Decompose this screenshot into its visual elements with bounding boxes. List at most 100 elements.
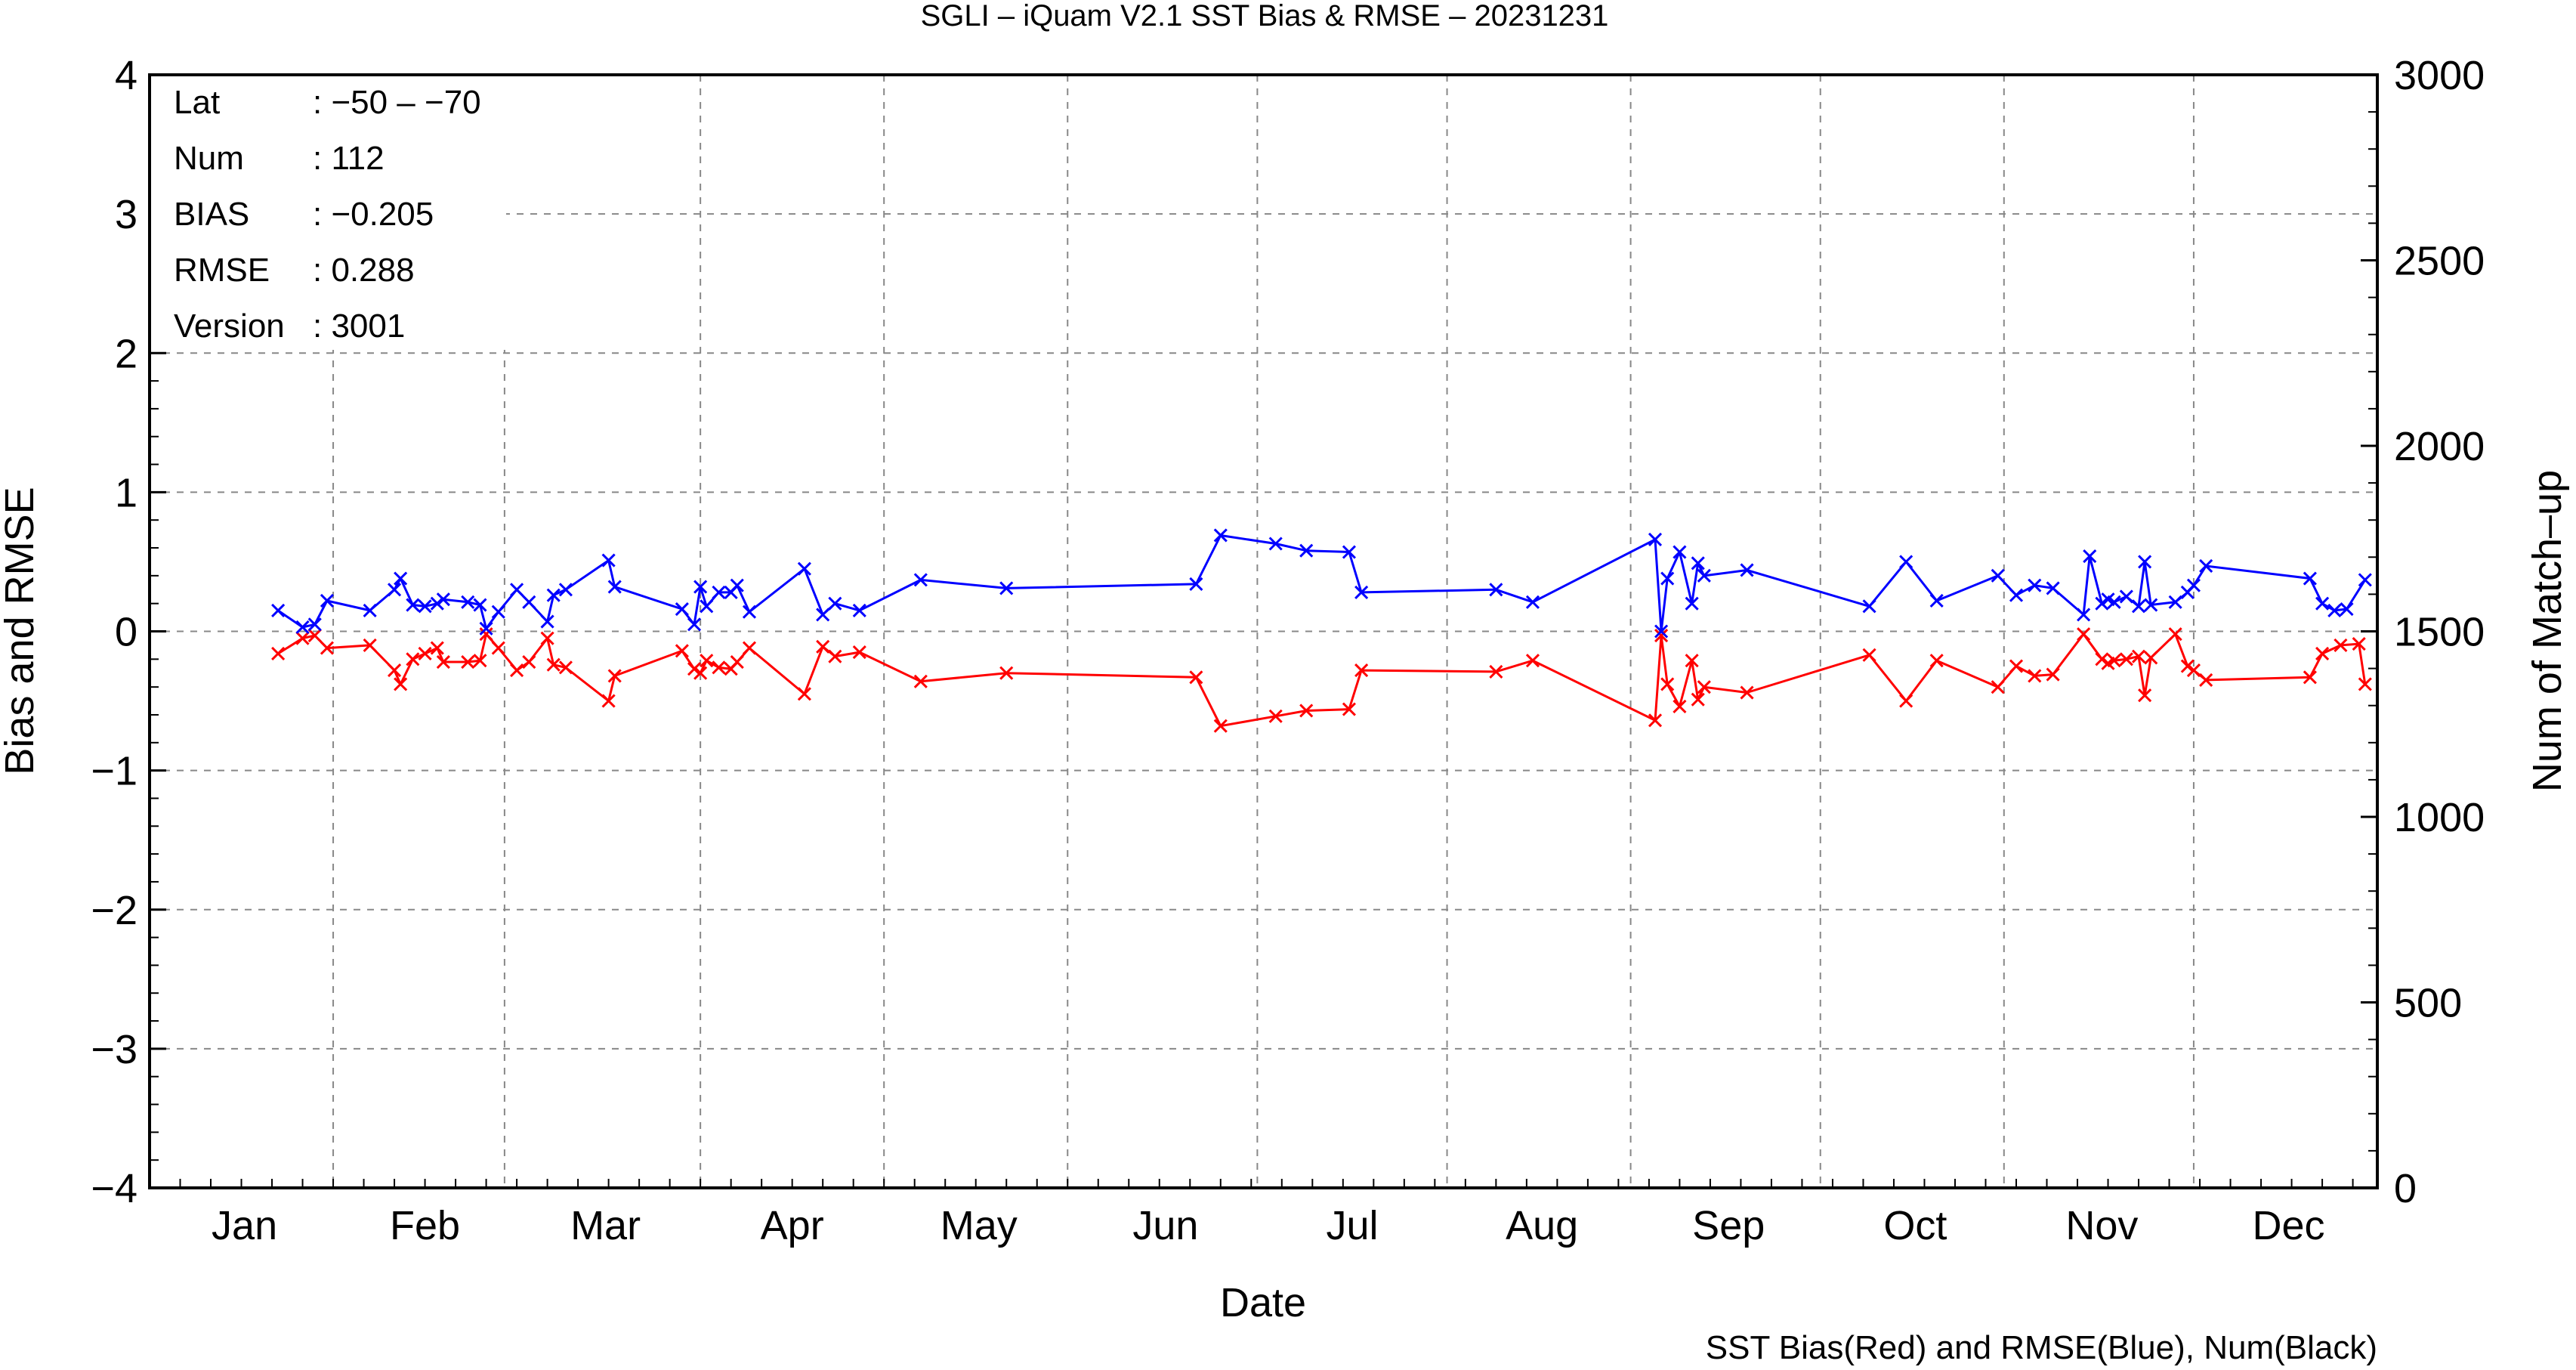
bias-point-stroke — [999, 666, 1014, 680]
rmse-data-point — [607, 580, 622, 594]
rmse-point-stroke — [1489, 583, 1503, 597]
rmse-point-stroke — [852, 603, 866, 617]
rmse-point-stroke — [1354, 585, 1369, 600]
rmse-data-point — [2107, 595, 2121, 609]
bias-data-point — [607, 669, 622, 683]
bias-data-point — [999, 666, 1014, 680]
x-tick-label: Jun — [1132, 1203, 1198, 1248]
bias-point-stroke — [797, 687, 811, 701]
bias-data-point — [1299, 704, 1314, 718]
rmse-point-stroke — [828, 596, 842, 611]
bias-data-point — [693, 666, 708, 680]
rmse-data-point — [406, 598, 420, 612]
bias-data-point — [307, 628, 322, 643]
rmse-point-stroke — [1862, 599, 1876, 614]
bias-point-stroke — [693, 666, 708, 680]
y-tick-label: −3 — [91, 1027, 137, 1072]
bias-data-point — [1685, 654, 1699, 668]
rmse-point-stroke — [2101, 592, 2115, 607]
stats-value: : 112 — [313, 140, 385, 177]
bias-point-stroke — [2303, 670, 2317, 685]
rmse-point-stroke — [2327, 603, 2342, 617]
rmse-point-stroke — [394, 571, 408, 586]
bias-point-stroke — [2352, 637, 2366, 651]
rmse-point-stroke — [1648, 532, 1663, 547]
bias-data-point — [430, 641, 444, 655]
rmse-point-stroke — [797, 561, 811, 576]
bias-data-point — [1354, 663, 1369, 678]
y-tick-label: 2 — [115, 331, 137, 376]
bias-data-point — [461, 654, 475, 670]
bias-data-point — [1268, 709, 1283, 723]
rmse-point-stroke — [295, 620, 310, 635]
bias-point-stroke — [675, 644, 689, 658]
rmse-data-point — [1899, 555, 1913, 569]
bias-data-point — [1673, 699, 1687, 713]
rmse-point-stroke — [491, 605, 505, 619]
rmse-data-point — [2358, 573, 2372, 587]
bias-data-point — [491, 641, 505, 655]
bias-point-stroke — [852, 645, 866, 660]
rmse-data-point — [2144, 598, 2158, 612]
rmse-data-point — [1685, 596, 1699, 611]
bias-data-point — [436, 654, 450, 670]
bias-point-stroke — [601, 694, 616, 708]
rmse-point-stroke — [607, 580, 622, 594]
bias-series-line — [277, 632, 2367, 728]
rmse-data-point — [394, 571, 408, 586]
rmse-data-point — [1648, 532, 1663, 547]
bias-point-stroke — [1740, 685, 1754, 700]
rmse-data-point — [320, 593, 335, 608]
bias-data-point — [1740, 685, 1754, 700]
x-tick-label: Apr — [761, 1203, 824, 1248]
bias-point-stroke — [1299, 704, 1314, 718]
rmse-point-stroke — [406, 598, 420, 612]
bias-point-stroke — [1899, 694, 1913, 708]
rmse-data-point — [828, 596, 842, 611]
rmse-data-point — [2168, 595, 2182, 609]
bias-data-point — [816, 639, 830, 654]
rmse-point-stroke — [2119, 589, 2133, 604]
rmse-point-stroke — [2340, 602, 2354, 617]
rmse-data-point — [1691, 556, 1705, 571]
rmse-point-stroke — [510, 583, 524, 597]
rmse-data-point — [2340, 602, 2354, 617]
rmse-point-stroke — [436, 592, 450, 607]
x-tick-label: Nov — [2065, 1203, 2138, 1248]
stats-label: Lat — [174, 84, 220, 121]
rmse-data-point — [2095, 596, 2109, 611]
bias-point-stroke — [2131, 649, 2146, 663]
bias-data-point — [1862, 648, 1876, 662]
rmse-point-stroke — [473, 598, 487, 612]
rmse-point-stroke — [1899, 555, 1913, 569]
bias-point-stroke — [700, 654, 714, 668]
bias-point-stroke — [1654, 628, 1669, 643]
rmse-point-stroke — [2028, 578, 2042, 592]
rmse-data-point — [1654, 624, 1669, 639]
rmse-point-stroke — [2009, 588, 2024, 602]
rmse-data-point — [1525, 595, 1540, 609]
rmse-data-point — [816, 608, 830, 622]
rmse-point-stroke — [816, 608, 830, 622]
bias-data-point — [2358, 677, 2372, 691]
rmse-data-point — [700, 599, 714, 614]
rmse-point-stroke — [2303, 571, 2317, 586]
rmse-point-stroke — [1991, 568, 2005, 583]
bias-data-point — [1899, 694, 1913, 708]
bias-data-point — [1654, 628, 1669, 643]
y2-tick-label: 2000 — [2394, 424, 2485, 469]
rmse-data-point — [999, 581, 1014, 595]
y-tick-label: 4 — [115, 53, 137, 98]
rmse-data-point — [540, 614, 554, 629]
rmse-point-stroke — [700, 599, 714, 614]
bias-point-stroke — [730, 654, 744, 670]
rmse-data-point — [510, 583, 524, 597]
rmse-data-point — [742, 605, 757, 619]
bias-data-point — [1648, 713, 1663, 728]
chart-footer-note: SST Bias(Red) and RMSE(Blue), Num(Black) — [1706, 1329, 2377, 1366]
bias-data-point — [2119, 652, 2133, 666]
rmse-point-stroke — [418, 599, 432, 614]
bias-point-stroke — [1697, 680, 1711, 694]
y2-axis-label: Num of Match–up — [2525, 470, 2570, 792]
bias-point-stroke — [1929, 654, 1944, 668]
